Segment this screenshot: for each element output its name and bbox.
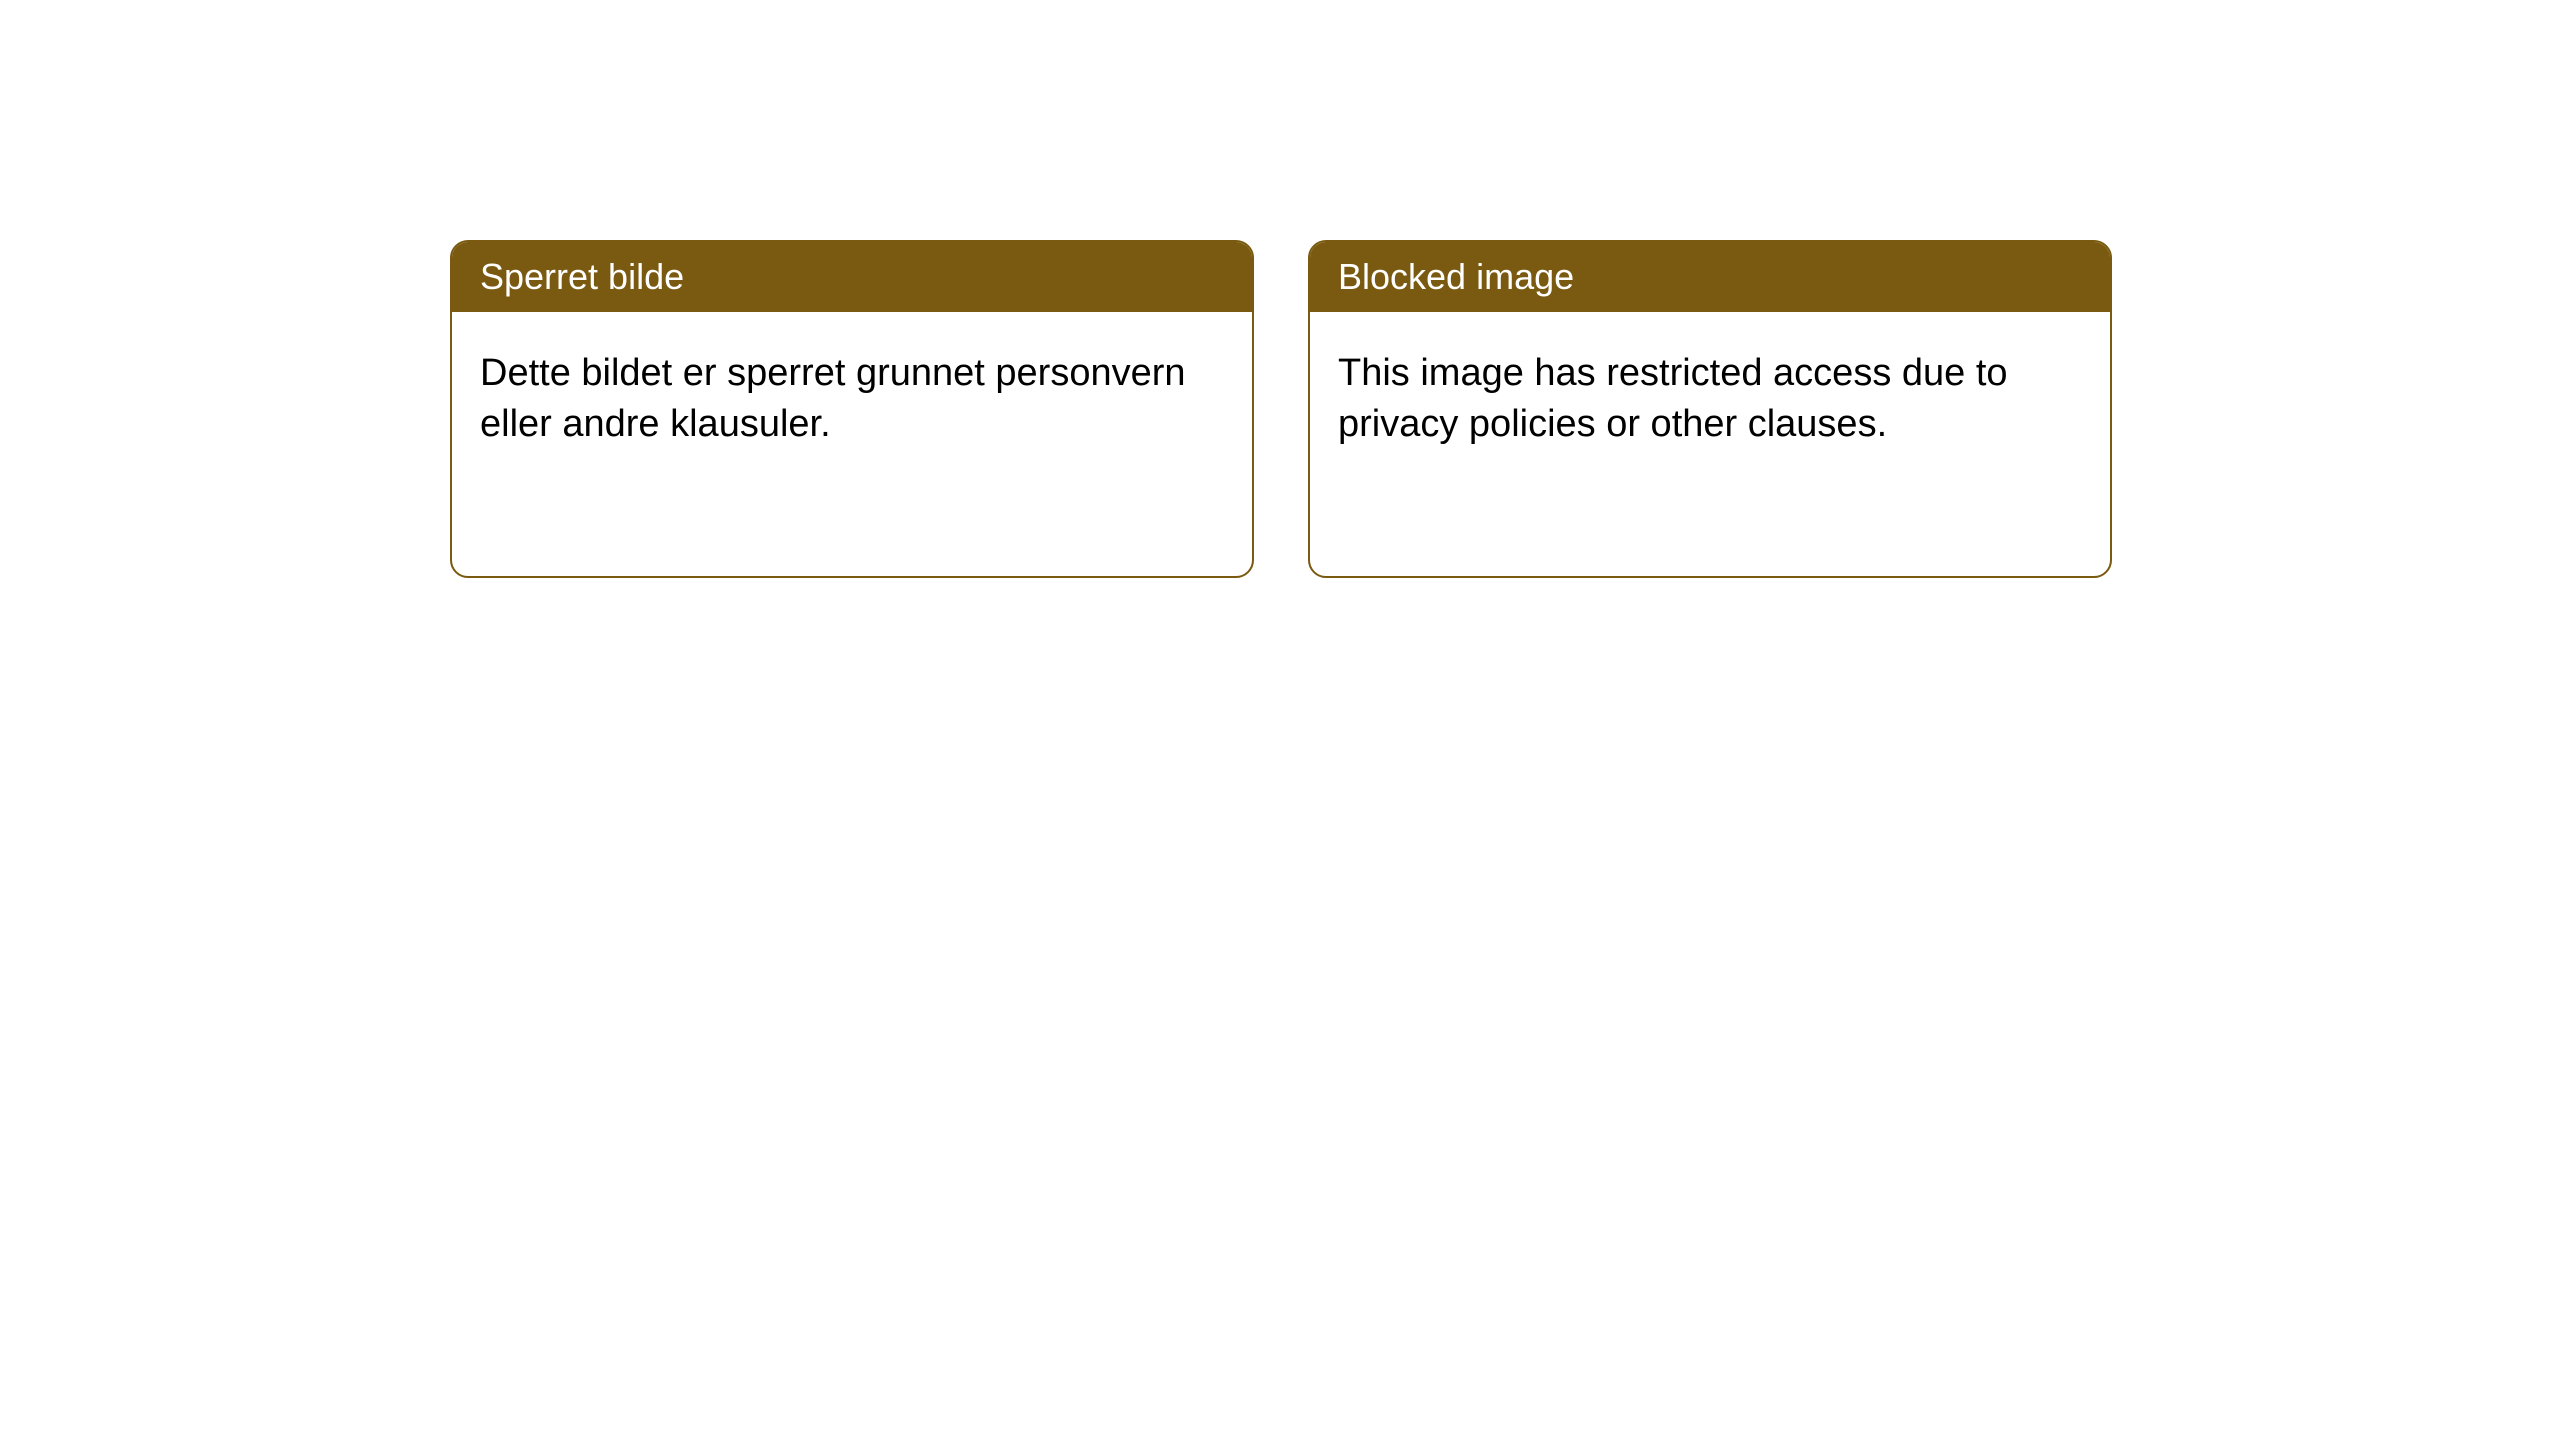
notice-card-norwegian: Sperret bilde Dette bildet er sperret gr… — [450, 240, 1254, 578]
card-title: Sperret bilde — [480, 256, 684, 297]
card-body: Dette bildet er sperret grunnet personve… — [452, 312, 1252, 487]
card-header: Blocked image — [1310, 242, 2110, 312]
card-body: This image has restricted access due to … — [1310, 312, 2110, 487]
card-body-text: Dette bildet er sperret grunnet personve… — [480, 352, 1186, 445]
card-header: Sperret bilde — [452, 242, 1252, 312]
notice-cards-container: Sperret bilde Dette bildet er sperret gr… — [0, 0, 2560, 578]
notice-card-english: Blocked image This image has restricted … — [1308, 240, 2112, 578]
card-title: Blocked image — [1338, 256, 1574, 297]
card-body-text: This image has restricted access due to … — [1338, 352, 2008, 445]
